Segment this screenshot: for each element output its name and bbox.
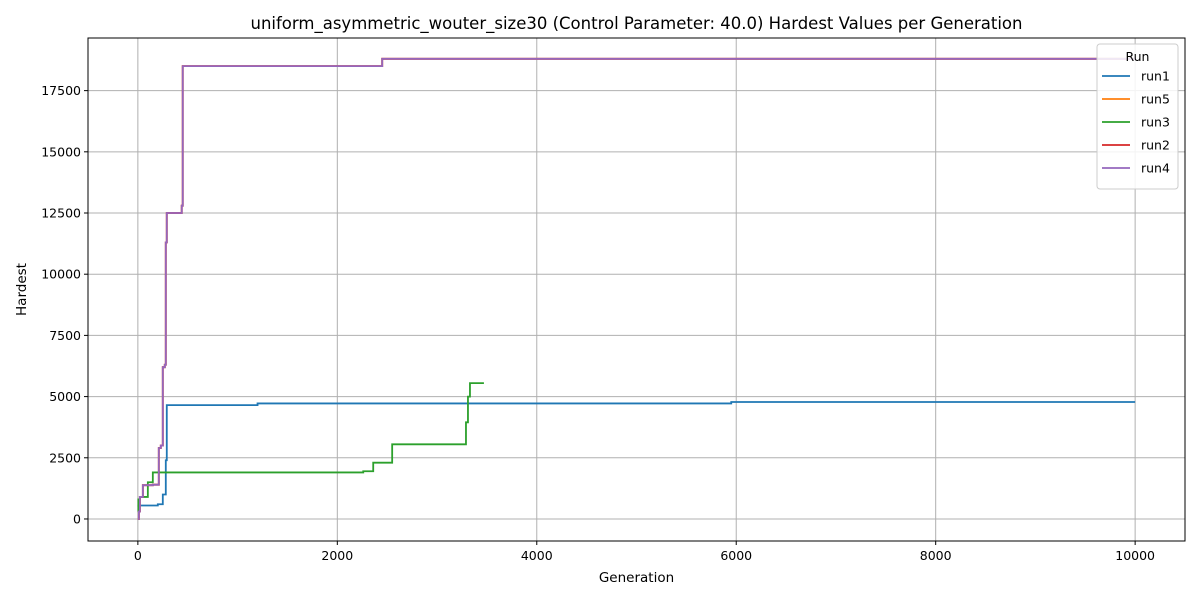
legend-title: Run [1126, 49, 1150, 64]
y-tick-label: 7500 [49, 328, 81, 343]
plot-frame [87, 37, 1186, 542]
y-tick-label: 5000 [49, 389, 81, 404]
chart-title: uniform_asymmetric_wouter_size30 (Contro… [251, 14, 1023, 34]
x-tick-label: 0 [134, 548, 142, 563]
x-tick-label: 4000 [521, 548, 553, 563]
legend-label-run1: run1 [1141, 69, 1170, 84]
x-tick-label: 2000 [321, 548, 353, 563]
legend-label-run5: run5 [1141, 92, 1170, 107]
legend: Run run1 run5 run3 run2 run4 [1096, 43, 1179, 190]
x-tick-label: 6000 [720, 548, 752, 563]
legend-label-run2: run2 [1141, 138, 1170, 153]
y-tick-label: 0 [73, 511, 81, 526]
legend-items: run1 run5 run3 run2 run4 [1102, 69, 1170, 176]
y-tick-label: 2500 [49, 450, 81, 465]
y-tick-label: 17500 [41, 83, 81, 98]
y-axis-ticks: 0 2500 5000 7500 10000 12500 15000 17500 [41, 83, 88, 526]
x-tick-label: 8000 [920, 548, 952, 563]
x-tick-label: 10000 [1115, 548, 1155, 563]
y-tick-label: 10000 [41, 267, 81, 282]
legend-label-run3: run3 [1141, 115, 1170, 130]
y-tick-label: 15000 [41, 144, 81, 159]
series-layer [137, 57, 1136, 520]
y-axis-label: Hardest [14, 263, 30, 316]
legend-box [1096, 43, 1179, 190]
x-axis-label: Generation [599, 570, 674, 586]
series-line-run1 [137, 401, 1136, 508]
series-line-run4 [137, 57, 1136, 520]
x-axis-ticks: 0 2000 4000 6000 8000 10000 [134, 541, 1155, 563]
y-tick-label: 12500 [41, 206, 81, 221]
legend-label-run4: run4 [1141, 161, 1170, 176]
